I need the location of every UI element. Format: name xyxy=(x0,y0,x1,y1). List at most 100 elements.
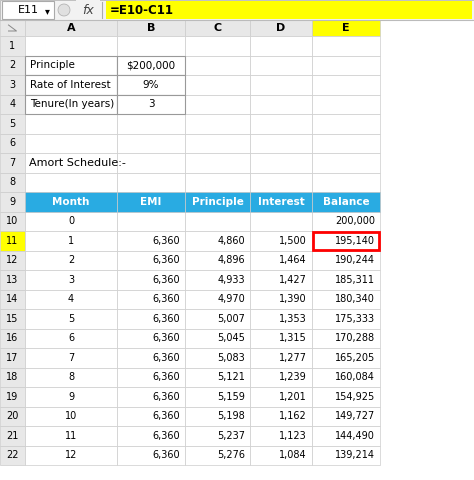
Bar xyxy=(0,20,25,36)
Text: 5: 5 xyxy=(9,119,16,129)
Bar xyxy=(25,445,117,465)
Text: 5,121: 5,121 xyxy=(217,372,245,382)
Bar xyxy=(185,407,250,426)
Bar xyxy=(185,270,250,289)
Bar xyxy=(0,348,25,368)
Bar xyxy=(312,192,380,212)
Text: 6,360: 6,360 xyxy=(152,294,180,304)
Text: 149,727: 149,727 xyxy=(335,411,375,421)
Text: 5,276: 5,276 xyxy=(217,450,245,460)
Bar xyxy=(185,445,250,465)
Bar xyxy=(0,426,25,445)
Bar xyxy=(250,153,312,172)
Bar xyxy=(312,289,380,309)
Bar xyxy=(25,231,117,251)
Bar xyxy=(185,153,250,172)
Text: 180,340: 180,340 xyxy=(335,294,375,304)
Bar xyxy=(25,368,117,387)
Bar xyxy=(250,75,312,95)
Bar xyxy=(0,36,25,56)
Bar xyxy=(185,289,250,309)
Bar xyxy=(25,270,117,289)
Bar xyxy=(25,56,117,75)
Bar xyxy=(312,192,380,212)
Bar xyxy=(117,192,185,212)
Bar xyxy=(185,387,250,407)
Bar xyxy=(117,95,185,114)
Bar xyxy=(185,348,250,368)
Text: Rate of Interest: Rate of Interest xyxy=(30,80,110,90)
Bar xyxy=(250,270,312,289)
Bar xyxy=(117,75,185,95)
Bar xyxy=(117,348,185,368)
Text: EMI: EMI xyxy=(140,197,162,207)
Text: 6,360: 6,360 xyxy=(152,372,180,382)
Text: 1,464: 1,464 xyxy=(279,255,307,265)
Bar xyxy=(250,212,312,231)
Text: 2: 2 xyxy=(9,60,16,70)
Bar xyxy=(0,231,25,251)
Bar xyxy=(0,56,25,75)
Bar xyxy=(185,56,250,75)
Bar xyxy=(0,114,25,133)
Bar xyxy=(312,368,380,387)
Text: 6: 6 xyxy=(68,333,74,343)
Bar xyxy=(185,133,250,153)
Text: 8: 8 xyxy=(9,177,16,187)
Bar xyxy=(25,192,117,212)
Bar xyxy=(25,36,117,56)
Text: 7: 7 xyxy=(68,353,74,363)
Text: 9%: 9% xyxy=(143,80,159,90)
Bar xyxy=(312,309,380,328)
Text: 11: 11 xyxy=(65,431,77,441)
Bar xyxy=(25,192,117,212)
Text: 16: 16 xyxy=(6,333,18,343)
Text: 9: 9 xyxy=(9,197,16,207)
Text: E: E xyxy=(342,23,350,33)
Bar xyxy=(25,407,117,426)
Bar xyxy=(25,387,117,407)
Text: 175,333: 175,333 xyxy=(335,314,375,324)
Text: 5,045: 5,045 xyxy=(217,333,245,343)
Text: ▾: ▾ xyxy=(45,6,50,16)
Text: 18: 18 xyxy=(6,372,18,382)
Text: 17: 17 xyxy=(6,353,18,363)
Text: 4,933: 4,933 xyxy=(218,275,245,285)
Bar xyxy=(0,75,25,95)
Text: 5,083: 5,083 xyxy=(217,353,245,363)
Bar xyxy=(25,133,117,153)
Bar xyxy=(250,56,312,75)
Text: 144,490: 144,490 xyxy=(335,431,375,441)
Bar xyxy=(185,36,250,56)
Bar xyxy=(312,75,380,95)
Bar xyxy=(76,0,100,20)
Bar xyxy=(185,192,250,212)
Bar xyxy=(185,20,250,36)
Text: 1,277: 1,277 xyxy=(279,353,307,363)
Bar xyxy=(312,95,380,114)
Text: 6,360: 6,360 xyxy=(152,450,180,460)
Bar xyxy=(313,232,379,250)
Bar xyxy=(25,95,117,114)
Bar xyxy=(312,426,380,445)
Bar xyxy=(25,114,117,133)
Bar xyxy=(117,133,185,153)
Bar xyxy=(185,368,250,387)
Text: 5: 5 xyxy=(68,314,74,324)
Text: 10: 10 xyxy=(6,216,18,226)
Text: 2: 2 xyxy=(68,255,74,265)
Text: Principle: Principle xyxy=(30,60,75,70)
Bar xyxy=(250,36,312,56)
Bar xyxy=(106,1,472,19)
Text: D: D xyxy=(276,23,286,33)
Bar xyxy=(250,192,312,212)
Bar xyxy=(250,289,312,309)
Text: 3: 3 xyxy=(68,275,74,285)
Text: Interest: Interest xyxy=(258,197,304,207)
Bar xyxy=(185,328,250,348)
Bar xyxy=(25,328,117,348)
Bar xyxy=(250,309,312,328)
Bar xyxy=(250,133,312,153)
Bar xyxy=(117,426,185,445)
Text: 190,244: 190,244 xyxy=(335,255,375,265)
